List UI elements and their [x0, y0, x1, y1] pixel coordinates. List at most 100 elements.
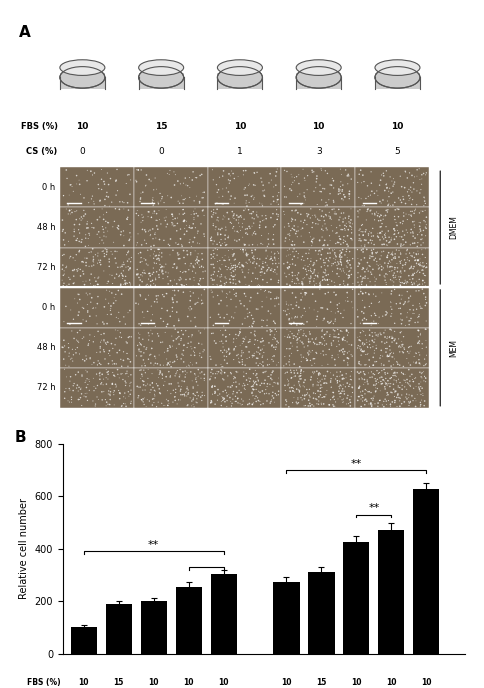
Point: [332, 228, 340, 239]
Point: [290, 330, 298, 341]
Point: [386, 256, 393, 267]
Point: [389, 250, 396, 261]
Point: [354, 261, 362, 272]
Point: [125, 331, 133, 342]
Point: [230, 249, 238, 260]
Point: [333, 268, 341, 279]
Point: [166, 356, 174, 367]
Point: [116, 393, 123, 404]
Point: [116, 270, 123, 281]
Point: [144, 306, 151, 317]
Point: [220, 312, 228, 323]
Point: [103, 367, 111, 378]
Point: [196, 196, 203, 207]
Point: [261, 375, 269, 386]
Point: [215, 299, 223, 310]
Point: [148, 212, 155, 223]
Point: [295, 278, 303, 289]
Point: [85, 240, 92, 251]
Point: [324, 248, 332, 259]
Point: [155, 205, 163, 216]
Point: [413, 312, 421, 323]
Point: [308, 234, 316, 245]
Point: [358, 345, 366, 356]
Point: [408, 211, 415, 222]
Point: [377, 175, 384, 186]
Point: [83, 299, 91, 310]
Point: [189, 260, 197, 271]
Point: [367, 178, 375, 189]
Point: [171, 356, 179, 367]
Point: [405, 347, 413, 358]
Point: [189, 218, 197, 229]
Point: [295, 372, 303, 383]
Point: [383, 336, 391, 347]
Point: [106, 390, 114, 401]
Point: [179, 350, 187, 361]
Point: [338, 394, 346, 405]
Point: [391, 391, 398, 402]
Point: [193, 254, 201, 265]
Point: [116, 345, 123, 356]
Point: [208, 211, 215, 222]
Point: [118, 261, 126, 272]
Point: [144, 373, 152, 384]
Point: [389, 352, 396, 363]
Point: [84, 307, 91, 318]
Point: [336, 188, 344, 199]
Point: [77, 211, 85, 222]
Point: [75, 382, 83, 393]
Point: [348, 339, 355, 350]
Point: [312, 176, 320, 187]
Point: [406, 264, 413, 275]
Point: [236, 277, 243, 288]
Point: [213, 197, 221, 208]
Point: [413, 303, 421, 314]
Point: [115, 285, 122, 296]
Point: [233, 226, 241, 237]
Point: [194, 228, 201, 239]
Point: [85, 374, 93, 385]
Point: [112, 312, 120, 323]
Point: [388, 372, 395, 383]
Point: [141, 385, 149, 396]
Point: [321, 329, 329, 340]
Point: [393, 220, 401, 231]
Point: [151, 390, 159, 401]
Point: [391, 385, 399, 396]
Point: [316, 186, 324, 197]
Point: [391, 214, 399, 225]
Point: [213, 187, 221, 198]
Point: [415, 378, 423, 389]
Point: [250, 228, 257, 239]
Point: [227, 261, 235, 272]
Point: [394, 389, 402, 400]
Point: [405, 184, 413, 195]
Point: [119, 374, 127, 385]
Point: [259, 367, 267, 378]
Point: [102, 372, 110, 383]
Point: [300, 400, 308, 411]
Point: [91, 167, 98, 178]
Point: [330, 335, 337, 346]
Point: [126, 234, 134, 245]
Point: [229, 210, 237, 221]
Point: [140, 358, 148, 369]
Point: [305, 389, 313, 400]
Point: [339, 379, 347, 390]
Point: [377, 376, 385, 387]
Point: [118, 361, 125, 372]
Point: [371, 276, 379, 287]
Point: [306, 276, 314, 287]
Point: [231, 193, 239, 204]
Point: [251, 253, 258, 264]
Point: [155, 383, 163, 394]
Point: [390, 179, 398, 190]
Point: [422, 359, 429, 370]
Point: [217, 275, 225, 286]
Point: [139, 396, 147, 407]
Point: [68, 353, 76, 364]
Point: [358, 244, 365, 255]
Point: [397, 339, 405, 350]
Point: [395, 290, 403, 301]
